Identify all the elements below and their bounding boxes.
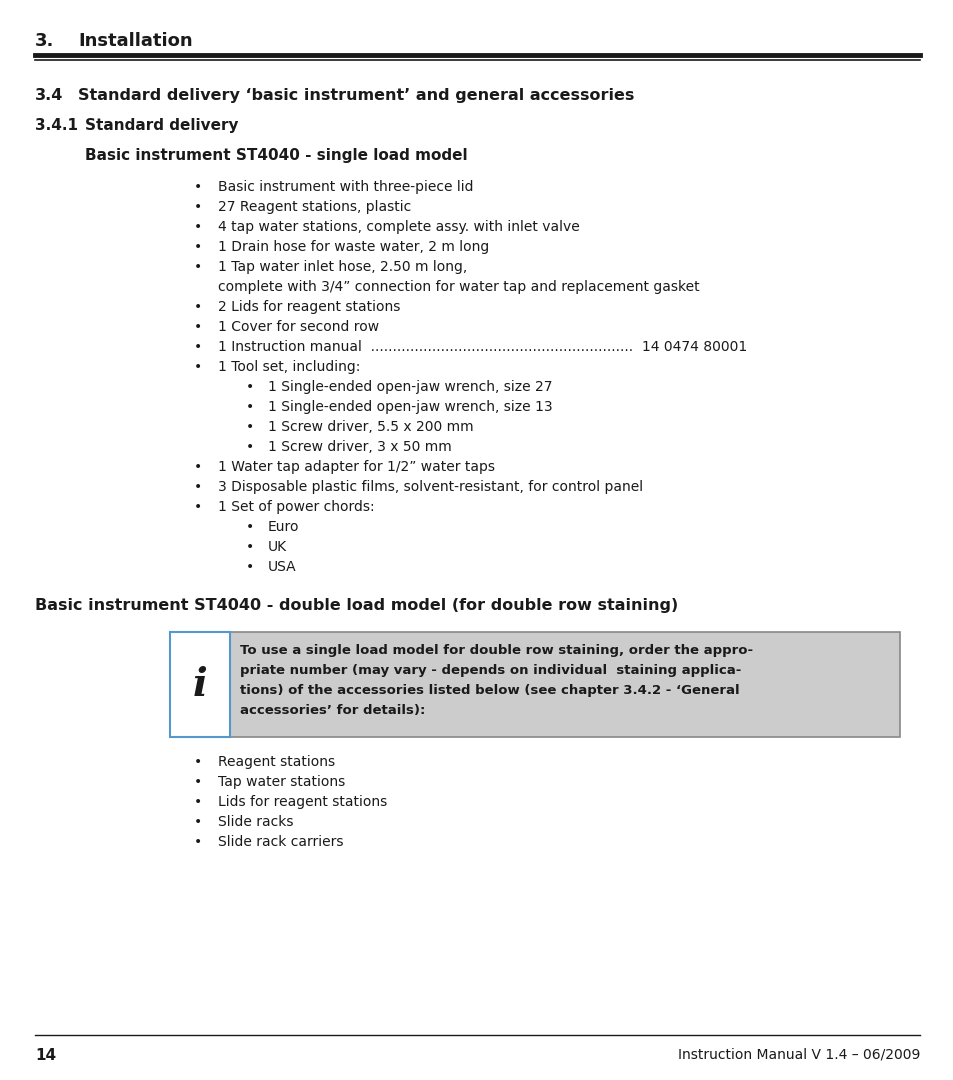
Text: 4 tap water stations, complete assy. with inlet valve: 4 tap water stations, complete assy. wit… — [218, 220, 579, 234]
Text: 1 Set of power chords:: 1 Set of power chords: — [218, 500, 375, 514]
Text: Instruction Manual V 1.4 – 06/2009: Instruction Manual V 1.4 – 06/2009 — [677, 1048, 919, 1062]
Text: 3.4.1: 3.4.1 — [35, 118, 78, 133]
Text: 1 Screw driver, 3 x 50 mm: 1 Screw driver, 3 x 50 mm — [268, 440, 452, 454]
Text: •: • — [193, 755, 202, 769]
Text: •: • — [193, 815, 202, 829]
Text: •: • — [246, 561, 253, 573]
Text: Standard delivery: Standard delivery — [85, 118, 238, 133]
Text: 1 Drain hose for waste water, 2 m long: 1 Drain hose for waste water, 2 m long — [218, 240, 489, 254]
Text: Basic instrument ST4040 - double load model (for double row staining): Basic instrument ST4040 - double load mo… — [35, 598, 678, 613]
Text: Basic instrument with three-piece lid: Basic instrument with three-piece lid — [218, 180, 473, 194]
Text: Euro: Euro — [268, 519, 299, 534]
Text: Standard delivery ‘basic instrument’ and general accessories: Standard delivery ‘basic instrument’ and… — [78, 87, 634, 103]
Text: 1 Tool set, including:: 1 Tool set, including: — [218, 360, 360, 374]
Text: UK: UK — [268, 540, 287, 554]
Text: USA: USA — [268, 561, 296, 573]
Text: 27 Reagent stations, plastic: 27 Reagent stations, plastic — [218, 200, 411, 214]
Text: 1 Cover for second row: 1 Cover for second row — [218, 320, 378, 334]
Text: Tap water stations: Tap water stations — [218, 775, 345, 789]
Text: To use a single load model for double row staining, order the appro-: To use a single load model for double ro… — [240, 644, 752, 657]
Text: 3.: 3. — [35, 32, 54, 50]
Text: complete with 3/4” connection for water tap and replacement gasket: complete with 3/4” connection for water … — [218, 280, 699, 294]
Text: Reagent stations: Reagent stations — [218, 755, 335, 769]
Text: i: i — [193, 665, 207, 703]
Text: •: • — [246, 519, 253, 534]
Text: tions) of the accessories listed below (see chapter 3.4.2 - ‘General: tions) of the accessories listed below (… — [240, 684, 739, 697]
Text: •: • — [246, 440, 253, 454]
Text: •: • — [193, 835, 202, 849]
Text: •: • — [193, 260, 202, 274]
Bar — [170, 632, 230, 737]
Text: 1 Water tap adapter for 1/2” water taps: 1 Water tap adapter for 1/2” water taps — [218, 460, 495, 474]
Text: 1 Screw driver, 5.5 x 200 mm: 1 Screw driver, 5.5 x 200 mm — [268, 420, 473, 434]
Text: 3 Disposable plastic films, solvent-resistant, for control panel: 3 Disposable plastic films, solvent-resi… — [218, 480, 642, 494]
Text: Basic instrument ST4040 - single load model: Basic instrument ST4040 - single load mo… — [85, 148, 467, 163]
Bar — [170, 632, 899, 737]
Text: •: • — [193, 795, 202, 809]
Text: 1 Single-ended open-jaw wrench, size 13: 1 Single-ended open-jaw wrench, size 13 — [268, 400, 552, 414]
Text: Installation: Installation — [78, 32, 193, 50]
Text: 1 Tap water inlet hose, 2.50 m long,: 1 Tap water inlet hose, 2.50 m long, — [218, 260, 467, 274]
Text: priate number (may vary - depends on individual  staining applica-: priate number (may vary - depends on ind… — [240, 664, 740, 677]
Text: 3.4: 3.4 — [35, 87, 63, 103]
Text: •: • — [193, 460, 202, 474]
Text: •: • — [246, 540, 253, 554]
Text: accessories’ for details):: accessories’ for details): — [240, 704, 425, 717]
Text: •: • — [246, 380, 253, 394]
Text: 1 Single-ended open-jaw wrench, size 27: 1 Single-ended open-jaw wrench, size 27 — [268, 380, 552, 394]
Text: •: • — [193, 320, 202, 334]
Text: •: • — [193, 775, 202, 789]
Text: •: • — [193, 480, 202, 494]
Text: Slide rack carriers: Slide rack carriers — [218, 835, 343, 849]
Text: •: • — [246, 400, 253, 414]
Text: 2 Lids for reagent stations: 2 Lids for reagent stations — [218, 300, 400, 314]
Text: •: • — [193, 340, 202, 354]
Text: 1 Instruction manual  ..........................................................: 1 Instruction manual ...................… — [218, 340, 746, 354]
Text: Slide racks: Slide racks — [218, 815, 294, 829]
Text: •: • — [193, 220, 202, 234]
Text: •: • — [246, 420, 253, 434]
Text: •: • — [193, 240, 202, 254]
Text: •: • — [193, 200, 202, 214]
Text: •: • — [193, 180, 202, 194]
Text: Lids for reagent stations: Lids for reagent stations — [218, 795, 387, 809]
Text: •: • — [193, 300, 202, 314]
Text: 14: 14 — [35, 1048, 56, 1063]
Text: •: • — [193, 360, 202, 374]
Text: •: • — [193, 500, 202, 514]
